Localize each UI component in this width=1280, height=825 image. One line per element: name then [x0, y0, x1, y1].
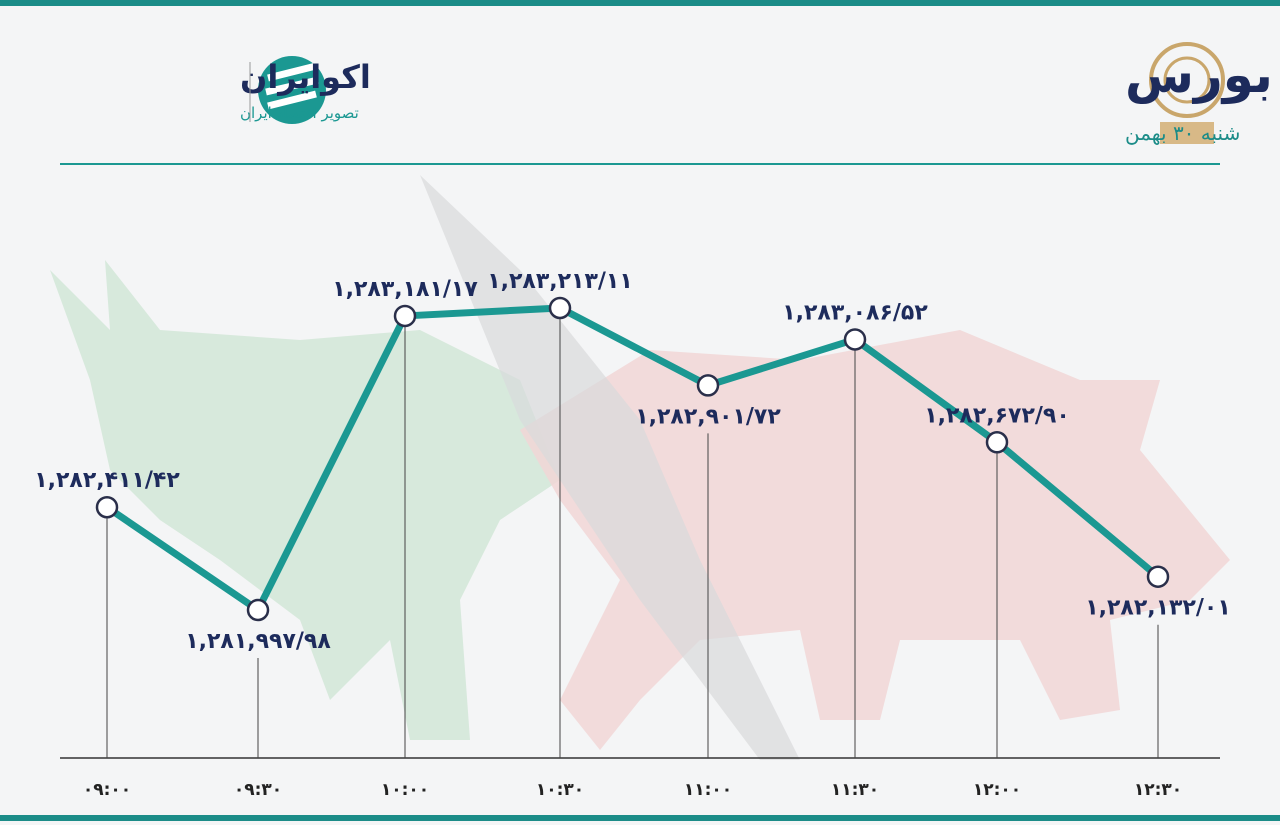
chart-subtitle: شنبه ۳۰ بهمن [1125, 121, 1240, 145]
x-tick-label: ۱۲:۳۰ [1134, 780, 1182, 800]
x-tick-label: ۱۰:۳۰ [536, 780, 584, 800]
arrow-shape [420, 175, 800, 760]
data-point [843, 328, 867, 351]
x-tick-label: ۱۱:۰۰ [684, 780, 732, 800]
value-label: ۱,۲۸۲,۹۰۱/۷۲ [635, 404, 781, 429]
value-label: ۱,۲۸۲,۴۱۱/۴۲ [34, 468, 180, 493]
series-line [105, 304, 1161, 614]
data-point [985, 431, 1009, 454]
value-label: ۱,۲۸۲,۱۳۲/۰۱ [1085, 596, 1231, 621]
x-tick-label: ۱۲:۰۰ [973, 780, 1021, 800]
x-tick-label: ۰۹:۰۰ [83, 780, 131, 800]
data-point [246, 598, 270, 622]
value-label: ۱,۲۸۳,۱۸۱/۱۷ [332, 277, 478, 302]
top-border [0, 0, 1280, 6]
value-label: ۱,۲۸۳,۰۸۶/۵۲ [782, 300, 928, 325]
exchange-logo-base [1160, 122, 1214, 144]
value-label: ۱,۲۸۲,۶۷۲/۹۰ [924, 403, 1070, 428]
brand-logo: اکوایران تصویر اقتصاد ایران [240, 56, 371, 124]
x-tick-label: ۰۹:۳۰ [234, 780, 282, 800]
data-point [95, 495, 119, 519]
data-point [548, 296, 572, 320]
brand-icon-stripes [265, 62, 319, 110]
brand-name: اکوایران [240, 58, 371, 96]
value-label: ۱,۲۸۱,۹۹۷/۹۸ [185, 629, 331, 654]
data-point [696, 374, 720, 397]
bull-shape [50, 260, 560, 740]
exchange-logo [1149, 42, 1225, 118]
chart-title: روند شاخص کل بورس [1125, 46, 1280, 105]
data-point [1146, 565, 1170, 588]
value-label: ۱,۲۸۳,۲۱۳/۱۱ [487, 269, 633, 294]
x-tick-label: ۱۰:۰۰ [381, 780, 429, 800]
bear-shape [520, 330, 1230, 750]
brand-tagline: تصویر اقتصاد ایران [240, 104, 359, 122]
x-tick-label: ۱۱:۳۰ [831, 780, 879, 800]
bottom-border [0, 815, 1280, 821]
exchange-logo-inner [1163, 56, 1211, 104]
data-point [393, 304, 417, 328]
